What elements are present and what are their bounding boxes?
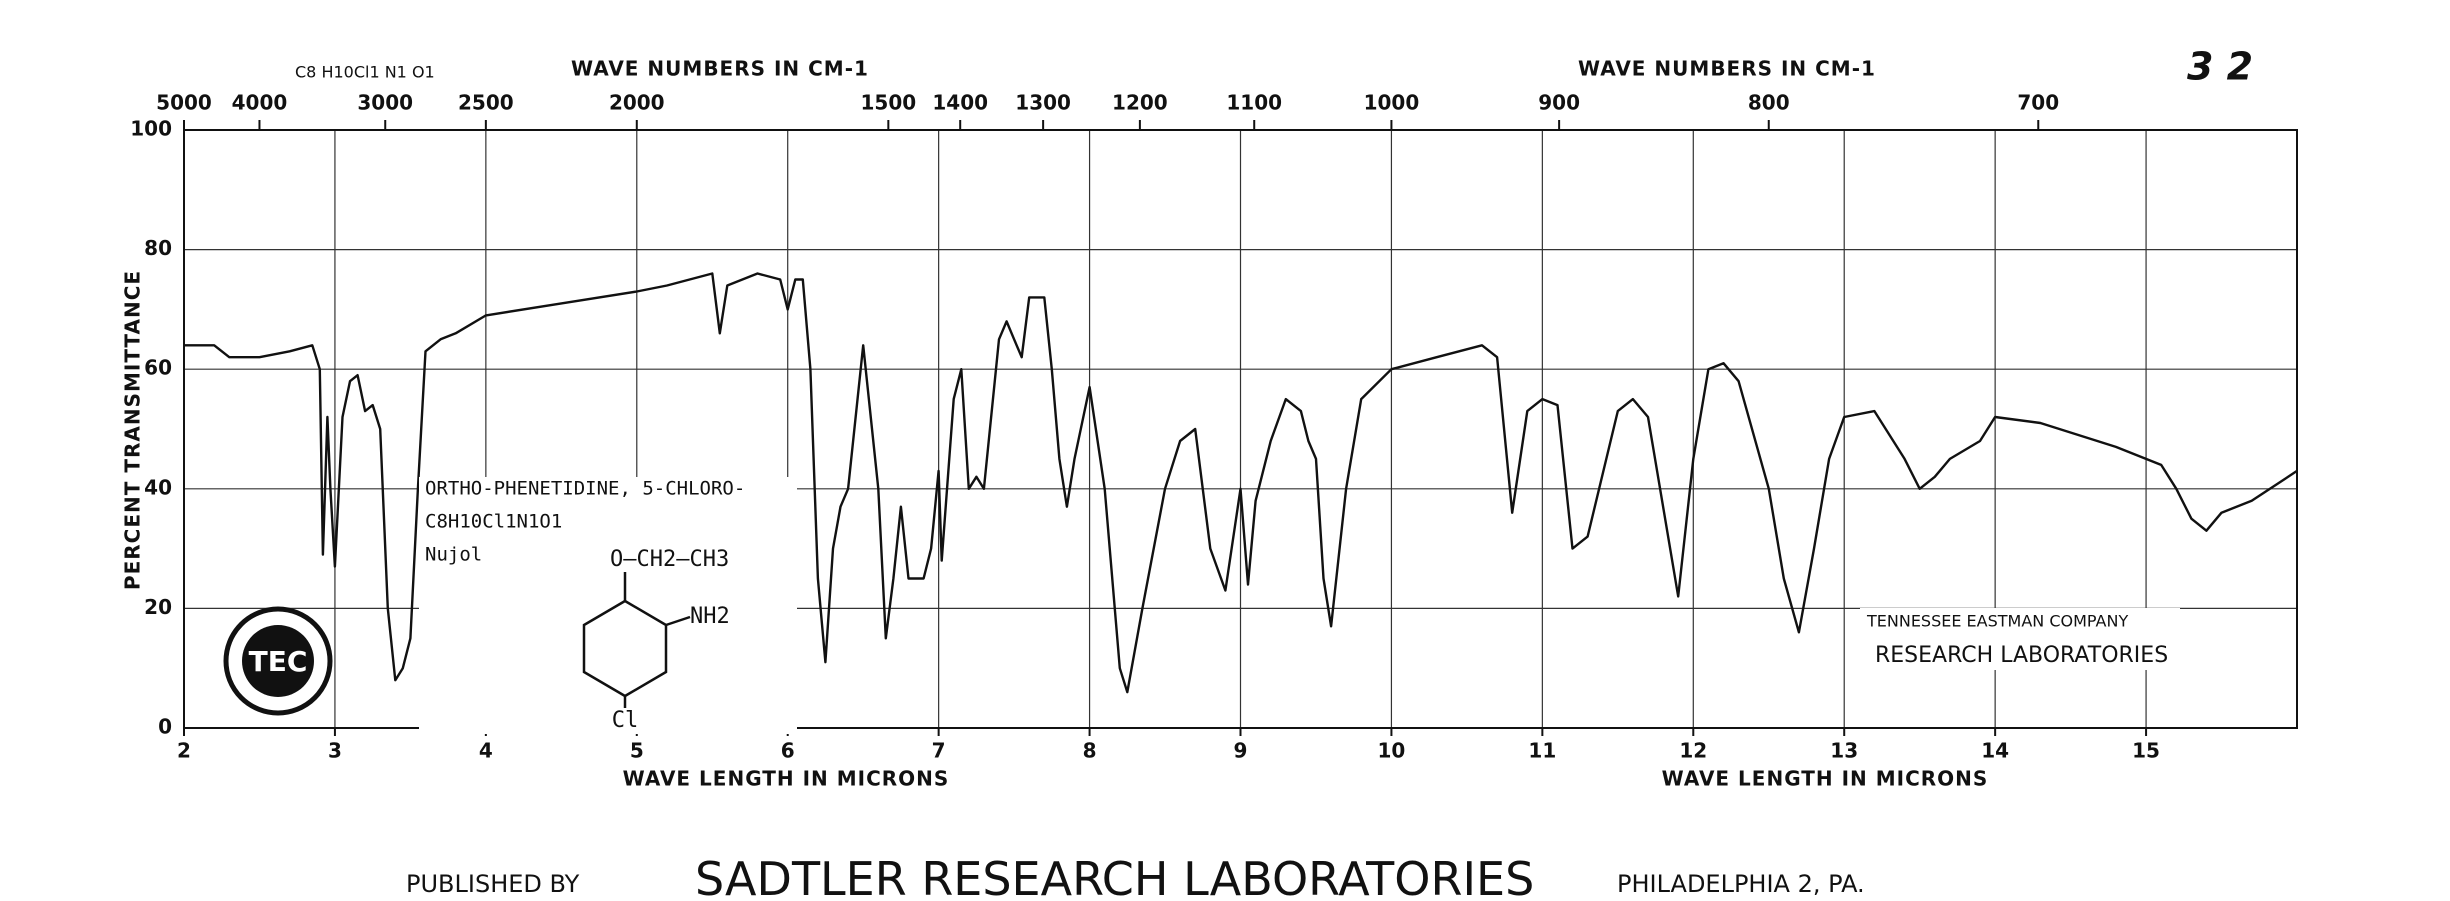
x-tick-label: 14	[1981, 739, 2009, 763]
y-tick-label: 20	[144, 595, 172, 619]
x2-tick-label: 1100	[1226, 91, 1282, 115]
x-tick-label: 11	[1528, 739, 1556, 763]
x-tick-label: 5	[630, 739, 644, 763]
sample-medium: Nujol	[425, 544, 482, 566]
page-number: 3 2	[2187, 45, 2253, 89]
x-tick-label: 9	[1234, 739, 1248, 763]
stamp-line: RESEARCH LABORATORIES	[1875, 643, 2168, 668]
spectrum	[184, 272, 2298, 694]
y-tick-label: 40	[144, 475, 172, 499]
plot-frame	[183, 129, 2298, 729]
footer-publisher: SADTLER RESEARCH LABORATORIES	[695, 852, 1534, 901]
substituent: Cl	[612, 708, 639, 733]
logo: TEC	[223, 606, 333, 716]
x2-tick-label: 2500	[458, 91, 514, 115]
sample-box: ORTHO-PHENETIDINE, 5-CHLORO- C8H10Cl1N1O…	[419, 477, 797, 734]
x-tick-label: 2	[177, 739, 191, 763]
x-tick-label: 15	[2132, 739, 2160, 763]
y-tick-label: 100	[130, 117, 172, 141]
footer-city: PHILADELPHIA 2, PA.	[1617, 870, 1865, 898]
top-formula: C8 H10Cl1 N1 O1	[295, 63, 435, 82]
stamp-line: TENNESSEE EASTMAN COMPANY	[1866, 612, 2128, 631]
stamp-bg	[1860, 608, 2180, 670]
bond	[665, 615, 691, 627]
sample-box-bg	[419, 477, 797, 734]
x-tick-label: 4	[479, 739, 493, 763]
company-stamp: TENNESSEE EASTMAN COMPANY RESEARCH LABOR…	[1860, 608, 2180, 670]
x-tick-label: 8	[1083, 739, 1097, 763]
x2-tick-label: 4000	[232, 91, 288, 115]
x2-tick-label: 1300	[1015, 91, 1071, 115]
x-axis-title: WAVE LENGTH IN MICRONS	[1662, 767, 1989, 791]
x2-tick-label: 3000	[357, 91, 413, 115]
substituent: NH2	[690, 604, 730, 629]
x-tick-label: 6	[781, 739, 795, 763]
x2-tick-label: 1500	[860, 91, 916, 115]
x-tick-label: 3	[328, 739, 342, 763]
x2-tick-label: 700	[2017, 91, 2059, 115]
sample-formula: C8H10Cl1N1O1	[425, 511, 562, 533]
x2-axis-title: WAVE NUMBERS IN CM-1	[1578, 57, 1876, 81]
substituent: O—CH2—CH3	[610, 547, 729, 572]
y-tick-label: 80	[144, 236, 172, 260]
x2-tick-label: 800	[1748, 91, 1790, 115]
x2-axis-title: WAVE NUMBERS IN CM-1	[571, 57, 869, 81]
footer-prefix: PUBLISHED BY	[406, 870, 580, 898]
x2-tick-label: 900	[1538, 91, 1580, 115]
logo-text: TEC	[249, 645, 308, 678]
x-tick-label: 12	[1679, 739, 1707, 763]
sample-name: ORTHO-PHENETIDINE, 5-CHLORO-	[425, 478, 745, 500]
x2-tick-label: 2000	[609, 91, 665, 115]
x-tick-label: 7	[932, 739, 946, 763]
y-tick-label: 0	[158, 715, 172, 739]
x2-tick-label: 1200	[1112, 91, 1168, 115]
y-axis-title: PERCENT TRANSMITTANCE	[121, 270, 145, 590]
logo-center	[242, 625, 314, 697]
spectrum-line	[184, 272, 2298, 694]
x2-tick-label: 1400	[932, 91, 988, 115]
y-tick-label: 60	[144, 356, 172, 380]
x-tick-label: 10	[1378, 739, 1406, 763]
x-axis-title: WAVE LENGTH IN MICRONS	[623, 767, 950, 791]
x2-tick-label: 1000	[1364, 91, 1420, 115]
x2-tick-label: 5000	[156, 91, 212, 115]
x-tick-label: 13	[1830, 739, 1858, 763]
